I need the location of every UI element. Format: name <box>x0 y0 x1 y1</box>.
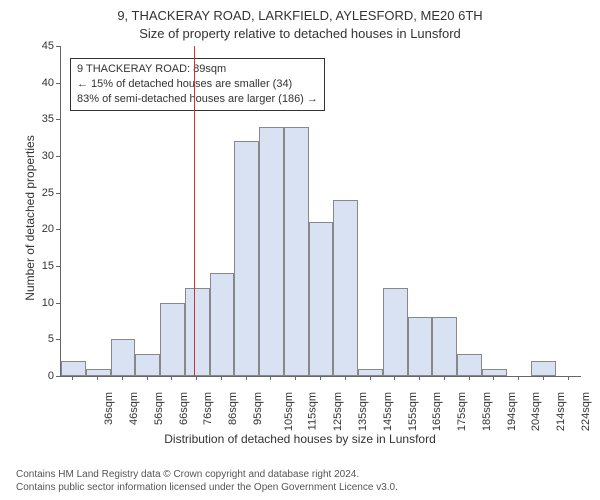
histogram-bar <box>432 317 457 376</box>
x-axis-label: Distribution of detached houses by size … <box>0 432 600 446</box>
histogram-bar <box>457 354 482 376</box>
histogram-bar <box>259 127 284 376</box>
chart-container: 9, THACKERAY ROAD, LARKFIELD, AYLESFORD,… <box>0 0 600 500</box>
histogram-bar <box>135 354 160 376</box>
x-tick-label: 185sqm <box>481 392 493 431</box>
x-tick-label: 95sqm <box>252 392 264 425</box>
histogram-bar <box>160 303 185 376</box>
x-tick-label: 204sqm <box>530 392 542 431</box>
histogram-bar <box>234 141 259 376</box>
histogram-bar <box>284 127 309 376</box>
chart-title-address: 9, THACKERAY ROAD, LARKFIELD, AYLESFORD,… <box>0 8 600 23</box>
x-tick-label: 125sqm <box>332 392 344 431</box>
x-tick-label: 224sqm <box>580 392 592 431</box>
histogram-bar <box>333 200 358 376</box>
histogram-bar <box>86 369 111 376</box>
histogram-bar <box>111 339 136 376</box>
histogram-bar <box>482 369 507 376</box>
y-tick-label: 0 <box>0 370 54 382</box>
x-tick-label: 145sqm <box>382 392 394 431</box>
histogram-bar <box>210 273 235 376</box>
x-tick-label: 86sqm <box>227 392 239 425</box>
marker-line <box>194 46 195 376</box>
histogram-bar <box>309 222 334 376</box>
annotation-line: 83% of semi-detached houses are larger (… <box>77 92 318 107</box>
x-tick-label: 36sqm <box>103 392 115 425</box>
footer-attribution: Contains HM Land Registry data © Crown c… <box>16 468 398 494</box>
x-tick-label: 66sqm <box>178 392 190 425</box>
x-tick-label: 115sqm <box>307 392 319 430</box>
histogram-bar <box>61 361 86 376</box>
x-tick-label: 56sqm <box>153 392 165 425</box>
y-axis-label: Number of detached properties <box>23 118 37 318</box>
histogram-bar <box>358 369 383 376</box>
x-tick-label: 194sqm <box>506 392 518 431</box>
x-tick-label: 165sqm <box>431 392 443 431</box>
x-tick-label: 135sqm <box>357 392 369 431</box>
histogram-bar <box>185 288 210 376</box>
footer-line-2: Contains public sector information licen… <box>16 481 398 494</box>
x-tick-label: 155sqm <box>407 392 419 431</box>
x-tick-label: 76sqm <box>202 392 214 425</box>
annotation-line: 9 THACKERAY ROAD: 89sqm <box>77 62 318 77</box>
histogram-bar <box>408 317 433 376</box>
footer-line-1: Contains HM Land Registry data © Crown c… <box>16 468 398 481</box>
y-tick-label: 5 <box>0 333 54 345</box>
marker-annotation-box: 9 THACKERAY ROAD: 89sqm← 15% of detached… <box>70 58 325 111</box>
chart-title-subtitle: Size of property relative to detached ho… <box>0 26 600 41</box>
y-tick-label: 45 <box>0 40 54 52</box>
x-tick-label: 105sqm <box>283 392 295 431</box>
histogram-bar <box>531 361 556 376</box>
x-tick-label: 46sqm <box>128 392 140 425</box>
annotation-line: ← 15% of detached houses are smaller (34… <box>77 77 318 92</box>
y-tick-label: 40 <box>0 77 54 89</box>
histogram-bar <box>383 288 408 376</box>
x-tick-label: 175sqm <box>456 392 468 431</box>
x-tick-label: 214sqm <box>555 392 567 431</box>
